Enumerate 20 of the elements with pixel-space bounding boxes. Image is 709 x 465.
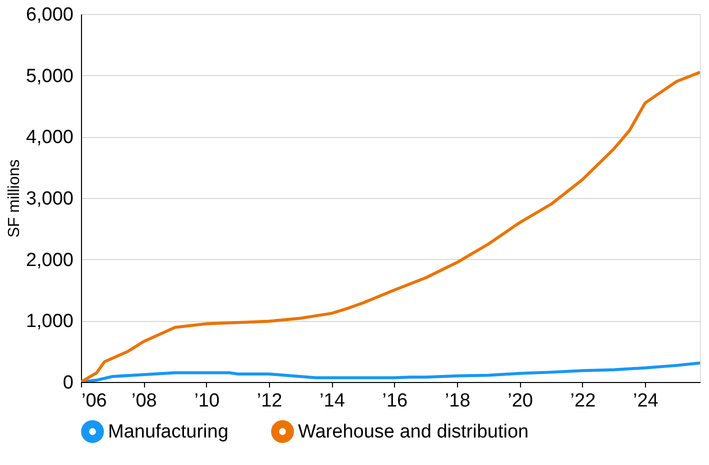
x-tick-label: ’08 <box>132 390 157 412</box>
x-tick-label: ’12 <box>256 390 282 412</box>
x-tick-label: ’06 <box>82 390 107 412</box>
y-axis-title: SF millions <box>6 159 23 238</box>
y-tick-label: 2,000 <box>26 250 74 271</box>
x-tick-label: ’10 <box>194 390 220 412</box>
x-tick-label: ’24 <box>632 390 659 412</box>
x-tick-label: ’20 <box>508 390 533 412</box>
y-tick-label: 1,000 <box>26 311 74 332</box>
y-tick-label: 5,000 <box>26 66 74 87</box>
y-tick-label: 3,000 <box>26 188 74 210</box>
legend-label: Warehouse and distribution <box>298 422 529 443</box>
x-tick-label: ’14 <box>320 390 346 412</box>
x-tick-label: ’16 <box>382 390 408 412</box>
y-tick-label: 4,000 <box>26 127 74 148</box>
legend-label: Manufacturing <box>108 422 228 443</box>
y-tick-label: 6,000 <box>26 4 74 26</box>
x-tick-label: ’18 <box>444 390 470 412</box>
y-tick-label: 0 <box>62 372 74 394</box>
x-tick-label: ’22 <box>570 390 596 412</box>
